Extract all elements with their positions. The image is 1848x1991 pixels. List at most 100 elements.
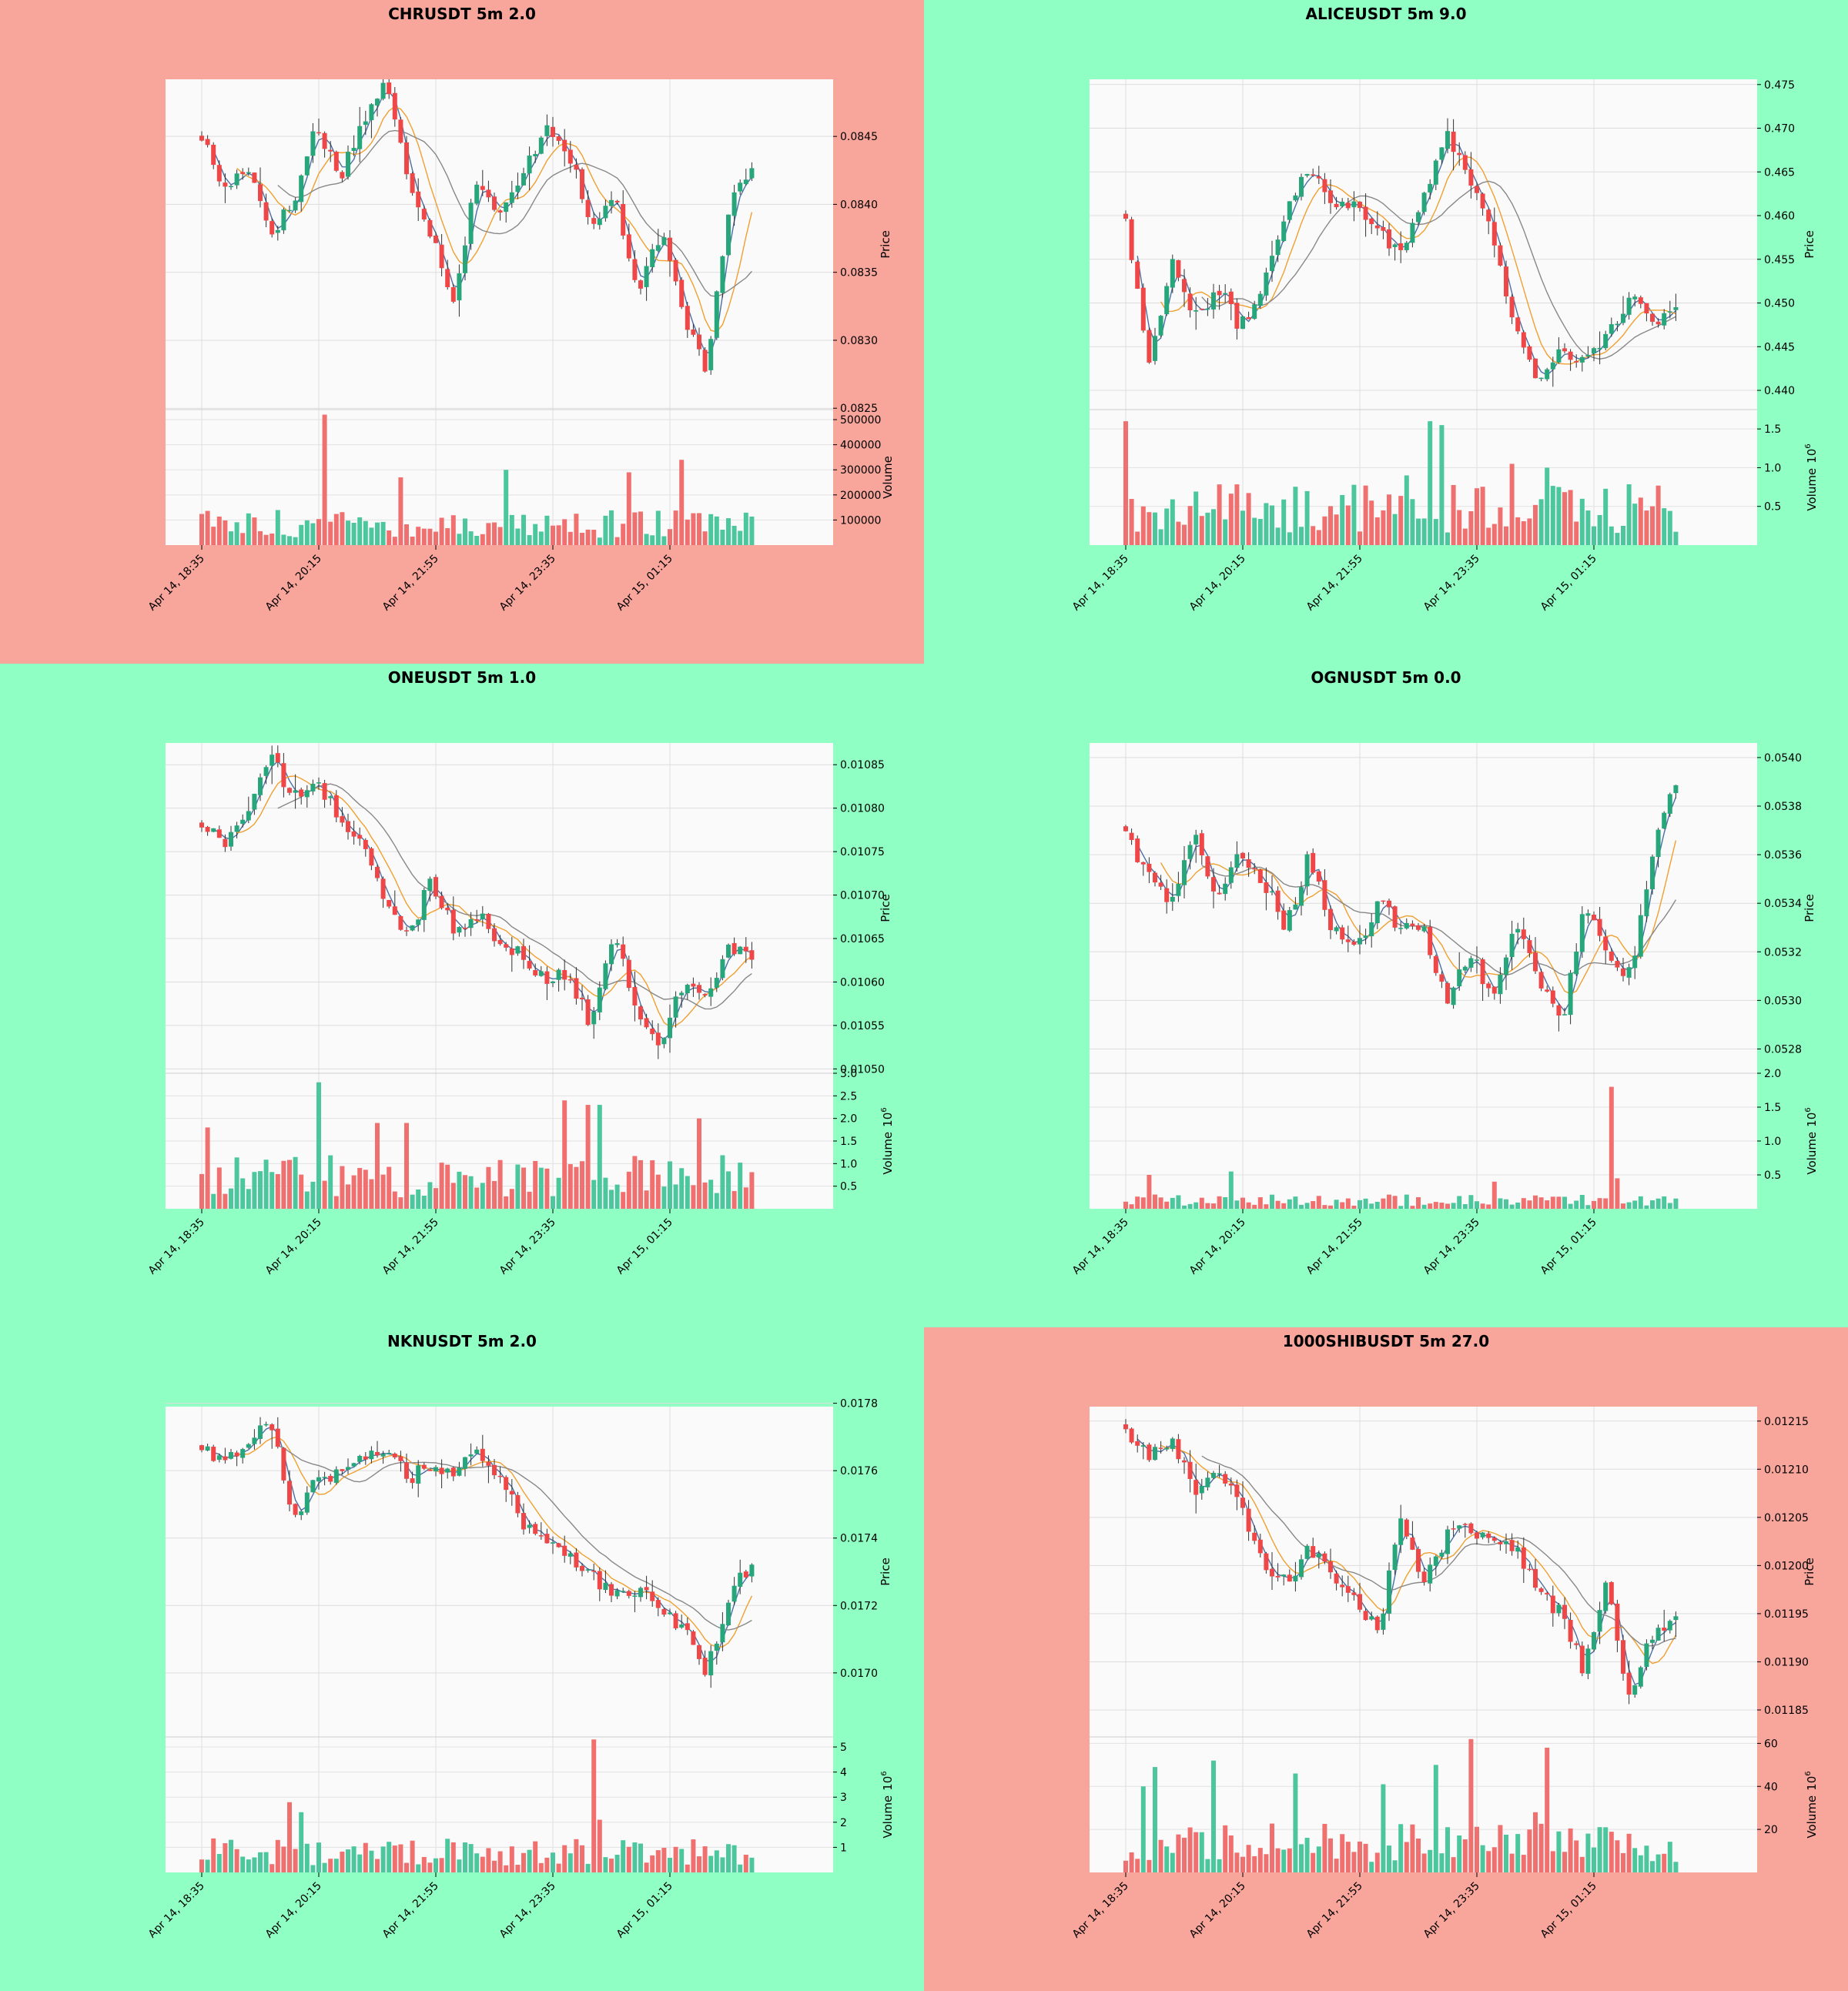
volume-bar bbox=[1568, 490, 1573, 545]
price-tick-label: 0.01075 bbox=[840, 846, 885, 858]
volume-bar bbox=[1387, 1194, 1391, 1209]
candle-body bbox=[644, 266, 649, 287]
volume-bar bbox=[1667, 1203, 1672, 1209]
candle-body bbox=[304, 156, 310, 176]
chart-svg: 0.01050 0.01055 0.01060 0.01065 0.01070 0.010… bbox=[146, 743, 895, 1277]
volume-bar bbox=[1158, 1197, 1163, 1209]
candle-body bbox=[427, 1470, 433, 1471]
volume-bar bbox=[509, 514, 514, 545]
volume-bar bbox=[1170, 1197, 1175, 1209]
candle-body bbox=[1205, 1477, 1210, 1487]
candle-body bbox=[346, 1467, 350, 1471]
volume-tick-label: 1 bbox=[840, 1842, 847, 1854]
volume-bar bbox=[1182, 1837, 1187, 1872]
volume-bar bbox=[492, 522, 497, 545]
volume-bar bbox=[1187, 506, 1193, 545]
candle-body bbox=[1270, 1568, 1274, 1577]
candle-body bbox=[293, 790, 298, 793]
candle-body bbox=[1392, 1544, 1398, 1571]
volume-tick-label: 1.5 bbox=[1764, 423, 1781, 436]
volume-bar bbox=[562, 1845, 567, 1872]
volume-bar bbox=[1550, 486, 1555, 545]
candle-body bbox=[521, 945, 526, 960]
candle-body bbox=[1217, 290, 1222, 296]
volume-bar bbox=[621, 1840, 626, 1872]
candle-body bbox=[434, 1467, 438, 1472]
candle-body bbox=[1322, 1553, 1327, 1562]
candle-body bbox=[340, 816, 345, 823]
volume-bar bbox=[246, 1859, 251, 1872]
candle-body bbox=[1387, 900, 1391, 908]
x-tick-label: Apr 14, 20:15 bbox=[1187, 1216, 1248, 1277]
candle-body bbox=[1527, 940, 1532, 953]
volume-bar bbox=[1562, 1852, 1567, 1872]
volume-bar bbox=[1211, 1203, 1216, 1209]
candle-body bbox=[1615, 961, 1620, 968]
volume-bar bbox=[1615, 1840, 1620, 1872]
volume-bar bbox=[1480, 1845, 1485, 1872]
candle-body bbox=[1562, 348, 1567, 352]
volume-bar bbox=[375, 1123, 380, 1209]
price-tick-label: 0.01065 bbox=[840, 933, 885, 945]
candle-body bbox=[316, 132, 321, 134]
volume-bar bbox=[597, 1105, 602, 1209]
candle-body bbox=[1182, 279, 1187, 293]
volume-bar bbox=[463, 1842, 467, 1872]
volume-bar bbox=[556, 1863, 561, 1872]
candle-body bbox=[1468, 1523, 1474, 1534]
ma-line-slow bbox=[277, 783, 752, 1010]
volume-bar bbox=[351, 1846, 357, 1872]
candle-body bbox=[533, 970, 538, 975]
volume-bar bbox=[1246, 493, 1251, 545]
candle-body bbox=[626, 959, 631, 989]
candle-body bbox=[421, 1464, 427, 1469]
volume-bar bbox=[263, 534, 269, 545]
volume-bar bbox=[1240, 1197, 1245, 1209]
volume-axis-label: Volume 106 bbox=[880, 1771, 895, 1838]
candle-body bbox=[1170, 1438, 1175, 1449]
candle-body bbox=[1351, 941, 1357, 945]
candle-body bbox=[404, 142, 409, 175]
volume-bar bbox=[1205, 1203, 1210, 1209]
candle-body bbox=[1275, 239, 1281, 256]
candle-body bbox=[591, 218, 597, 224]
chart-title: OGNUSDT 5m 0.0 bbox=[1311, 668, 1461, 687]
candle-body bbox=[603, 206, 608, 219]
candle-body bbox=[1439, 1552, 1445, 1557]
volume-bar bbox=[1545, 467, 1550, 545]
volume-bar bbox=[1199, 1197, 1204, 1209]
candle-body bbox=[1545, 369, 1550, 380]
volume-bar bbox=[562, 1100, 567, 1209]
candle-body bbox=[1328, 1561, 1333, 1573]
candle-body bbox=[229, 186, 233, 188]
candle-body bbox=[369, 1451, 374, 1460]
volume-bar bbox=[714, 516, 719, 545]
volume-bar bbox=[346, 1849, 350, 1872]
candle-body bbox=[621, 944, 626, 959]
volume-bar bbox=[1322, 1823, 1327, 1872]
x-tick-label: Apr 14, 20:15 bbox=[263, 553, 324, 614]
x-tick-label: Apr 14, 18:35 bbox=[1070, 553, 1131, 614]
candle-body bbox=[1246, 1508, 1251, 1532]
volume-axis-label: Volume 106 bbox=[1804, 1107, 1819, 1174]
candle-body bbox=[380, 82, 386, 99]
candle-body bbox=[1428, 183, 1433, 192]
volume-bar bbox=[316, 1082, 321, 1209]
candle-body bbox=[328, 1475, 333, 1482]
volume-bar bbox=[638, 1843, 643, 1872]
volume-bar bbox=[1533, 504, 1538, 545]
candle-body bbox=[322, 132, 327, 149]
candle-body bbox=[1228, 291, 1234, 305]
price-axis-label: Price bbox=[1803, 894, 1816, 922]
candle-body bbox=[1585, 354, 1591, 356]
candle-body bbox=[375, 1451, 380, 1456]
volume-bar bbox=[1632, 504, 1638, 545]
x-tick-label: Apr 14, 21:55 bbox=[380, 553, 441, 614]
price-axis-label: Price bbox=[879, 894, 892, 922]
volume-bar bbox=[1340, 1834, 1345, 1872]
candle-body bbox=[1621, 1640, 1625, 1674]
price-tick-label: 0.460 bbox=[1764, 210, 1795, 223]
candle-body bbox=[497, 1475, 503, 1477]
candle-body bbox=[1322, 880, 1327, 910]
volume-bar bbox=[585, 529, 591, 545]
